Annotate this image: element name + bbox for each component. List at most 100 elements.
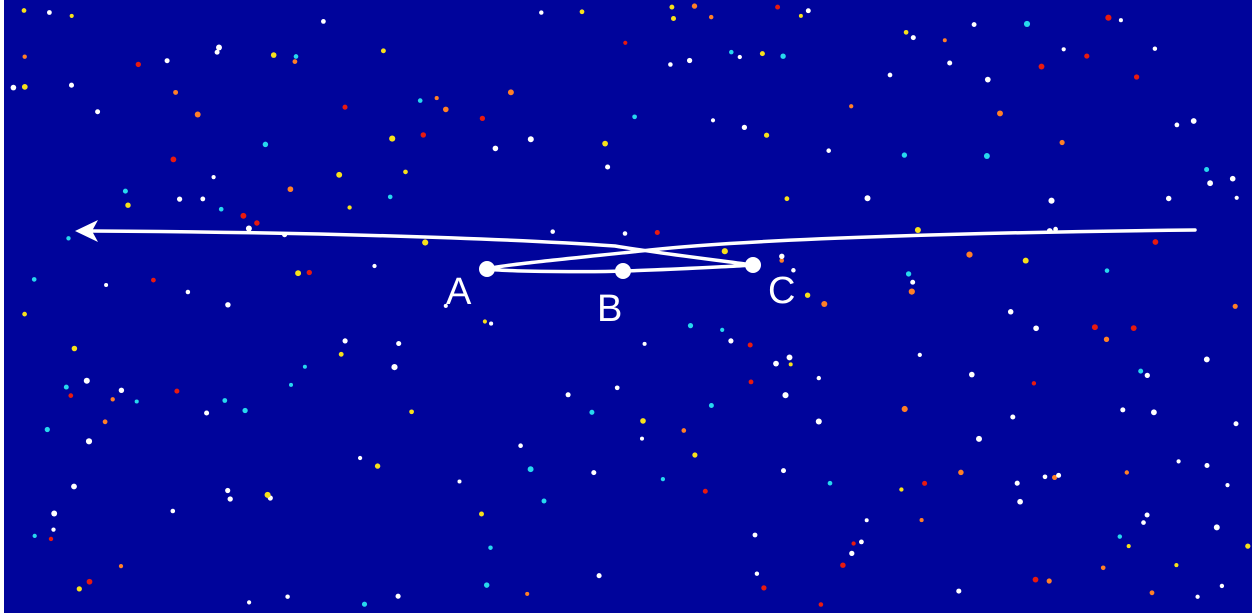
star [403,169,408,175]
star [48,536,54,542]
star [642,341,647,346]
star [32,533,37,539]
star [457,479,462,484]
star [321,19,326,24]
star [741,124,748,131]
star [1032,576,1039,583]
star [380,48,386,54]
star [851,541,856,546]
star [816,375,821,381]
star [864,518,869,523]
star [901,405,908,413]
star [479,115,486,122]
star [10,84,17,91]
star [788,362,793,367]
star [1118,18,1123,23]
star [781,468,786,474]
direction-arrowhead [75,220,98,242]
star [761,585,767,591]
star [748,379,754,385]
star [254,220,260,226]
star [391,364,398,371]
point-c-dot [745,257,761,273]
star [1014,480,1020,486]
star [287,186,294,193]
star [639,436,645,441]
star [632,114,637,120]
night-sky-background [4,0,1252,613]
star [194,111,201,118]
star [1213,524,1220,531]
star [1104,268,1110,273]
star [589,409,595,415]
star [83,377,90,384]
star [245,225,252,232]
star [525,591,530,596]
star [747,342,753,348]
star [784,196,790,202]
star [1017,498,1023,505]
star [763,132,770,138]
star [68,393,74,398]
star [942,38,947,43]
star [780,53,786,59]
star [170,508,176,514]
star [804,292,811,298]
star [395,593,401,599]
star [507,89,514,96]
star [102,419,108,425]
star [482,319,487,324]
star [1059,139,1065,146]
star [1124,470,1130,475]
star [919,518,924,523]
star [1130,325,1137,332]
star [591,470,597,476]
star [623,40,628,45]
star [622,231,628,236]
star [110,397,115,402]
star [71,483,77,490]
star [1061,47,1066,52]
star [285,594,290,599]
star [815,418,822,425]
star [1052,474,1058,480]
star [225,302,231,308]
star [357,455,363,461]
star [1207,180,1213,187]
star [1141,520,1146,525]
star [22,54,27,59]
star [922,480,928,486]
star [710,118,716,123]
star [387,194,393,200]
star [63,384,69,390]
star [302,364,307,369]
star [125,202,131,208]
star [969,371,975,378]
star [702,488,708,494]
star [971,22,977,28]
star [605,164,611,170]
star [791,268,796,273]
star [754,571,760,576]
star [550,229,555,234]
star [1176,459,1181,464]
star [1152,46,1158,51]
star [342,104,348,110]
star [51,527,56,532]
star [420,132,427,138]
star [579,9,585,15]
star [122,188,128,194]
star [565,392,571,398]
star [864,195,871,202]
star [1056,472,1062,478]
star [242,407,248,414]
star [1144,372,1150,379]
star [66,236,71,241]
star [1225,483,1230,488]
star [984,76,991,83]
star [1117,534,1123,539]
star [786,354,793,361]
star [211,175,216,180]
star [47,10,52,15]
star [1203,356,1210,363]
